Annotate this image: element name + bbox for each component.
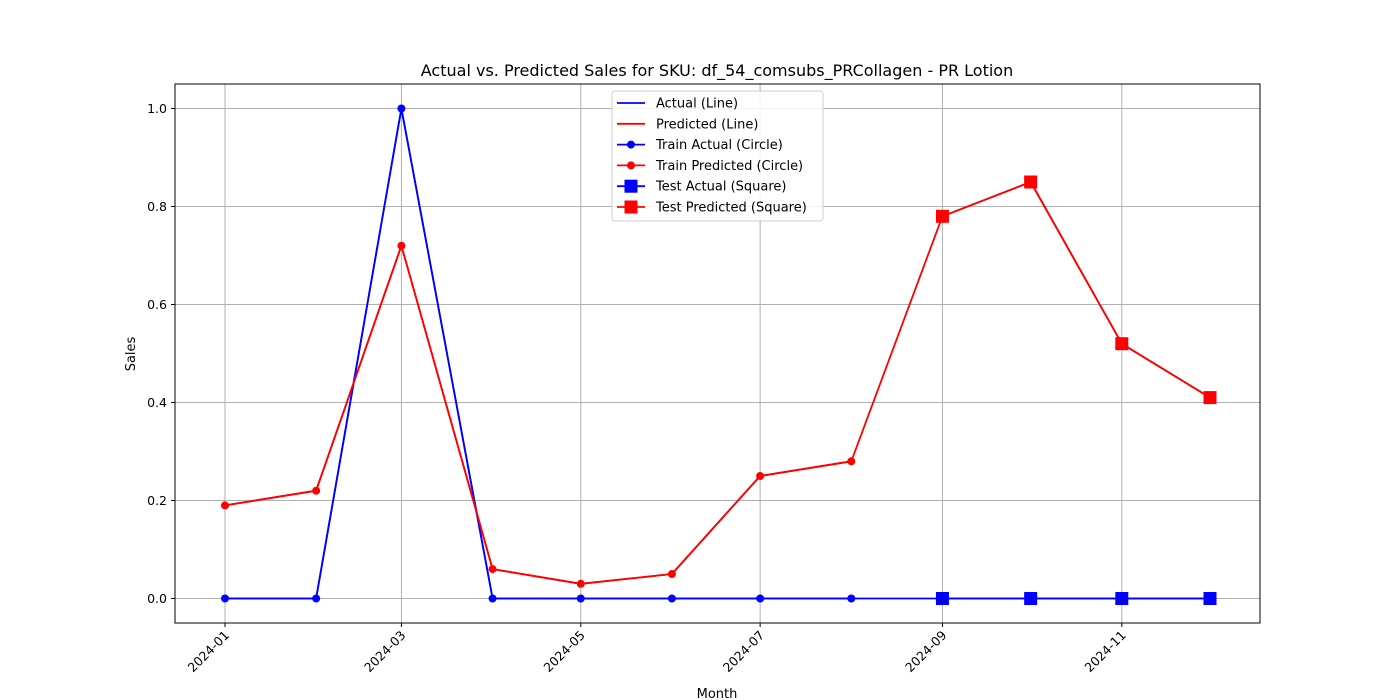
data-point-circle [312, 594, 321, 603]
chart-title: Actual vs. Predicted Sales for SKU: df_5… [421, 61, 1013, 81]
data-point-circle [488, 565, 497, 574]
legend-box [611, 90, 824, 222]
x-tick-label: 2024-11 [1081, 628, 1129, 676]
legend: Actual (Line) Predicted (Line) Train Actua… [611, 90, 824, 222]
series-train-predicted-circle [220, 241, 856, 588]
legend-marker-circle [627, 140, 635, 149]
x-tick-label: 2024-09 [902, 627, 950, 675]
legend-entry-label: Train Predicted (Circle) [655, 159, 803, 174]
y-tick-label: 1.0 [147, 101, 167, 116]
y-tick-label: 0.6 [147, 297, 167, 312]
x-tick-label: 2024-01 [185, 628, 233, 676]
data-point-circle [397, 241, 406, 250]
data-point-circle [220, 501, 229, 510]
data-point-square [1115, 337, 1129, 351]
legend-entry-label: Predicted (Line) [656, 117, 758, 132]
y-tick-label: 0.2 [147, 493, 167, 508]
y-axis-label: Sales [124, 336, 139, 371]
plot-frame [174, 83, 1261, 624]
data-point-circle [397, 104, 406, 113]
data-point-square [935, 592, 949, 605]
data-point-circle [488, 594, 497, 603]
data-point-square [1024, 175, 1038, 189]
legend-entry-label: Test Actual (Square) [655, 180, 787, 195]
x-tick-label: 2024-07 [720, 628, 768, 676]
data-point-circle [667, 570, 676, 578]
data-point-circle [312, 486, 321, 495]
data-point-circle [667, 594, 676, 603]
series-line [942, 181, 1211, 399]
data-point-circle [847, 594, 856, 603]
data-point-circle [576, 594, 585, 603]
legend-entry-label: Train Actual (Circle) [655, 138, 783, 153]
legend-entry-label: Actual (Line) [656, 97, 738, 112]
data-point-square [1203, 391, 1217, 405]
grid [175, 84, 1260, 623]
series-layer [220, 104, 1217, 605]
data-point-circle [576, 579, 585, 588]
series-train-actual-circle [220, 104, 856, 603]
series-line [225, 107, 852, 600]
series-test-predicted-square [935, 175, 1217, 405]
y-tick-label: 0.0 [147, 591, 167, 606]
y-tick-label: 0.8 [147, 199, 167, 214]
series-test-actual-square [935, 592, 1217, 605]
data-point-square [935, 209, 949, 223]
legend-marker-square [624, 200, 638, 214]
data-point-circle [220, 594, 229, 603]
data-point-circle [756, 594, 765, 603]
y-tick-label: 0.4 [147, 395, 167, 410]
x-axis-label: Month [697, 687, 738, 700]
x-tick-label: 2024-05 [540, 628, 588, 676]
data-point-circle [756, 472, 765, 480]
data-point-circle [847, 457, 856, 466]
data-point-square [1203, 592, 1217, 605]
legend-entry-label: Test Predicted (Square) [655, 201, 807, 216]
legend-marker-circle [627, 161, 635, 170]
data-point-square [1024, 592, 1038, 605]
legend-marker-square [624, 179, 638, 193]
series-line [224, 244, 852, 585]
x-tick-label: 2024-03 [361, 628, 409, 676]
data-point-square [1115, 592, 1129, 605]
